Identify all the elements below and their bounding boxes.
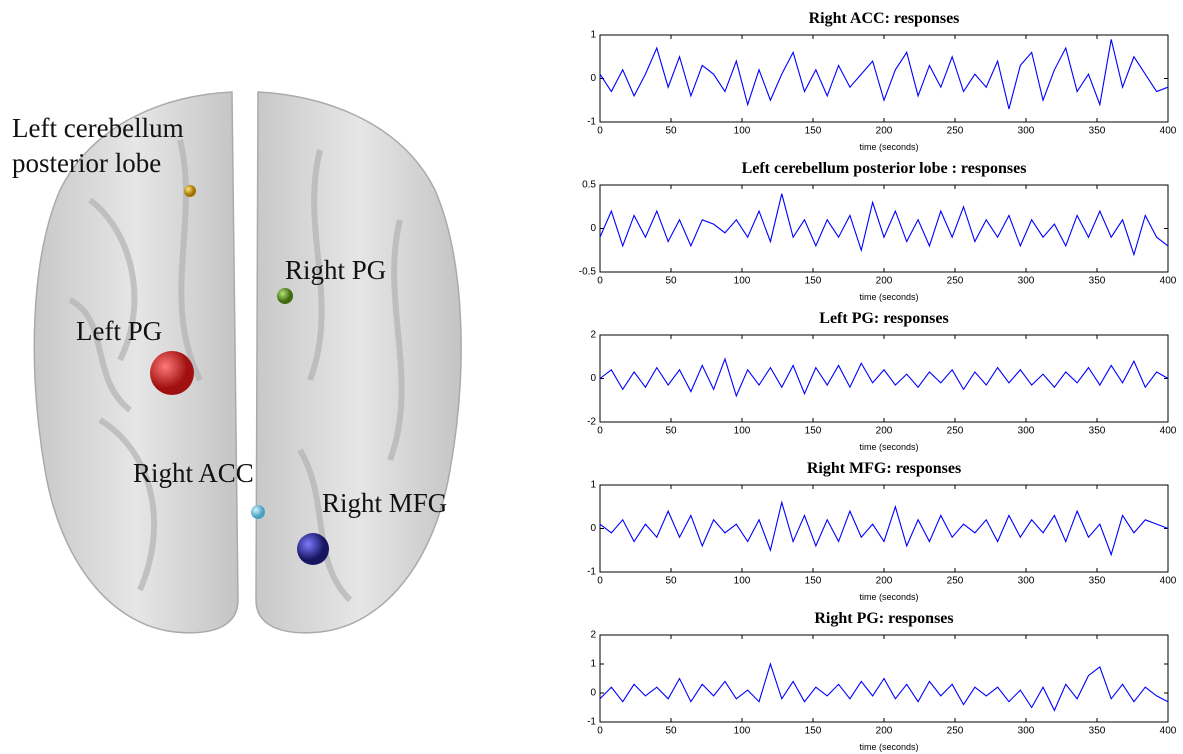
y-tick-label: 1 — [590, 480, 596, 491]
x-tick-label: 0 — [597, 576, 603, 587]
x-tick-label: 50 — [665, 276, 677, 287]
y-tick-label: 2 — [590, 330, 596, 341]
chart-title: Left PG: responses — [819, 310, 948, 327]
x-tick-label: 250 — [947, 126, 964, 137]
x-tick-label: 350 — [1089, 426, 1106, 437]
x-tick-label: 400 — [1160, 276, 1177, 287]
plot-frame — [600, 335, 1168, 422]
x-tick-label: 300 — [1018, 426, 1035, 437]
region-label: Left PG — [76, 316, 162, 346]
x-tick-label: 350 — [1089, 726, 1106, 737]
y-tick-label: 0 — [590, 73, 596, 84]
x-tick-label: 100 — [734, 276, 751, 287]
x-tick-label: 50 — [665, 726, 677, 737]
region-label: Right ACC — [133, 458, 254, 488]
x-tick-label: 250 — [947, 426, 964, 437]
x-tick-label: 0 — [597, 126, 603, 137]
x-tick-label: 100 — [734, 426, 751, 437]
y-tick-label: 0 — [590, 373, 596, 384]
x-tick-label: 400 — [1160, 726, 1177, 737]
x-axis-label: time (seconds) — [859, 742, 918, 752]
region-label: Left cerebellum — [12, 113, 184, 143]
x-axis-label: time (seconds) — [859, 292, 918, 302]
chart-title: Right PG: responses — [814, 610, 953, 627]
y-tick-label: -2 — [587, 417, 596, 428]
x-tick-label: 150 — [805, 276, 822, 287]
x-tick-label: 300 — [1018, 126, 1035, 137]
region-label: posterior lobe — [12, 148, 161, 178]
chart-title: Right MFG: responses — [807, 460, 961, 477]
y-tick-label: 2 — [590, 630, 596, 641]
x-tick-label: 400 — [1160, 426, 1177, 437]
x-axis-label: time (seconds) — [859, 142, 918, 152]
x-tick-label: 300 — [1018, 276, 1035, 287]
x-tick-label: 200 — [876, 576, 893, 587]
x-tick-label: 250 — [947, 726, 964, 737]
x-tick-label: 50 — [665, 126, 677, 137]
x-tick-label: 100 — [734, 726, 751, 737]
x-tick-label: 400 — [1160, 576, 1177, 587]
x-tick-label: 200 — [876, 426, 893, 437]
y-tick-label: 1 — [590, 659, 596, 670]
x-tick-label: 300 — [1018, 726, 1035, 737]
x-axis-label: time (seconds) — [859, 442, 918, 452]
plot-frame — [600, 485, 1168, 572]
region-label: Right MFG — [322, 488, 447, 518]
x-tick-label: 250 — [947, 276, 964, 287]
x-tick-label: 150 — [805, 426, 822, 437]
chart-title: Left cerebellum posterior lobe : respons… — [742, 160, 1027, 177]
x-tick-label: 0 — [597, 426, 603, 437]
y-tick-label: 0.5 — [582, 180, 596, 191]
x-tick-label: 150 — [805, 726, 822, 737]
plot-frame — [600, 185, 1168, 272]
y-tick-label: -1 — [587, 567, 596, 578]
chart-title: Right ACC: responses — [809, 10, 960, 27]
x-tick-label: 100 — [734, 576, 751, 587]
x-tick-label: 350 — [1089, 276, 1106, 287]
x-tick-label: 150 — [805, 576, 822, 587]
x-tick-label: 350 — [1089, 126, 1106, 137]
y-tick-label: -0.5 — [579, 267, 597, 278]
x-tick-label: 250 — [947, 576, 964, 587]
x-tick-label: 350 — [1089, 576, 1106, 587]
x-tick-label: 200 — [876, 276, 893, 287]
y-tick-label: 0 — [590, 688, 596, 699]
y-tick-label: 0 — [590, 523, 596, 534]
region-label: Right PG — [285, 255, 386, 285]
plot-frame — [600, 35, 1168, 122]
x-tick-label: 0 — [597, 726, 603, 737]
y-tick-label: 1 — [590, 30, 596, 41]
x-tick-label: 200 — [876, 126, 893, 137]
x-tick-label: 100 — [734, 126, 751, 137]
y-tick-label: 0 — [590, 223, 596, 234]
x-tick-label: 200 — [876, 726, 893, 737]
y-tick-label: -1 — [587, 717, 596, 728]
figure: Left cerebellum posterior lobe Right PG … — [0, 0, 1183, 754]
x-tick-label: 50 — [665, 576, 677, 587]
x-tick-label: 400 — [1160, 126, 1177, 137]
y-tick-label: -1 — [587, 117, 596, 128]
x-tick-label: 50 — [665, 426, 677, 437]
x-tick-label: 150 — [805, 126, 822, 137]
x-axis-label: time (seconds) — [859, 592, 918, 602]
x-tick-label: 300 — [1018, 576, 1035, 587]
x-tick-label: 0 — [597, 276, 603, 287]
